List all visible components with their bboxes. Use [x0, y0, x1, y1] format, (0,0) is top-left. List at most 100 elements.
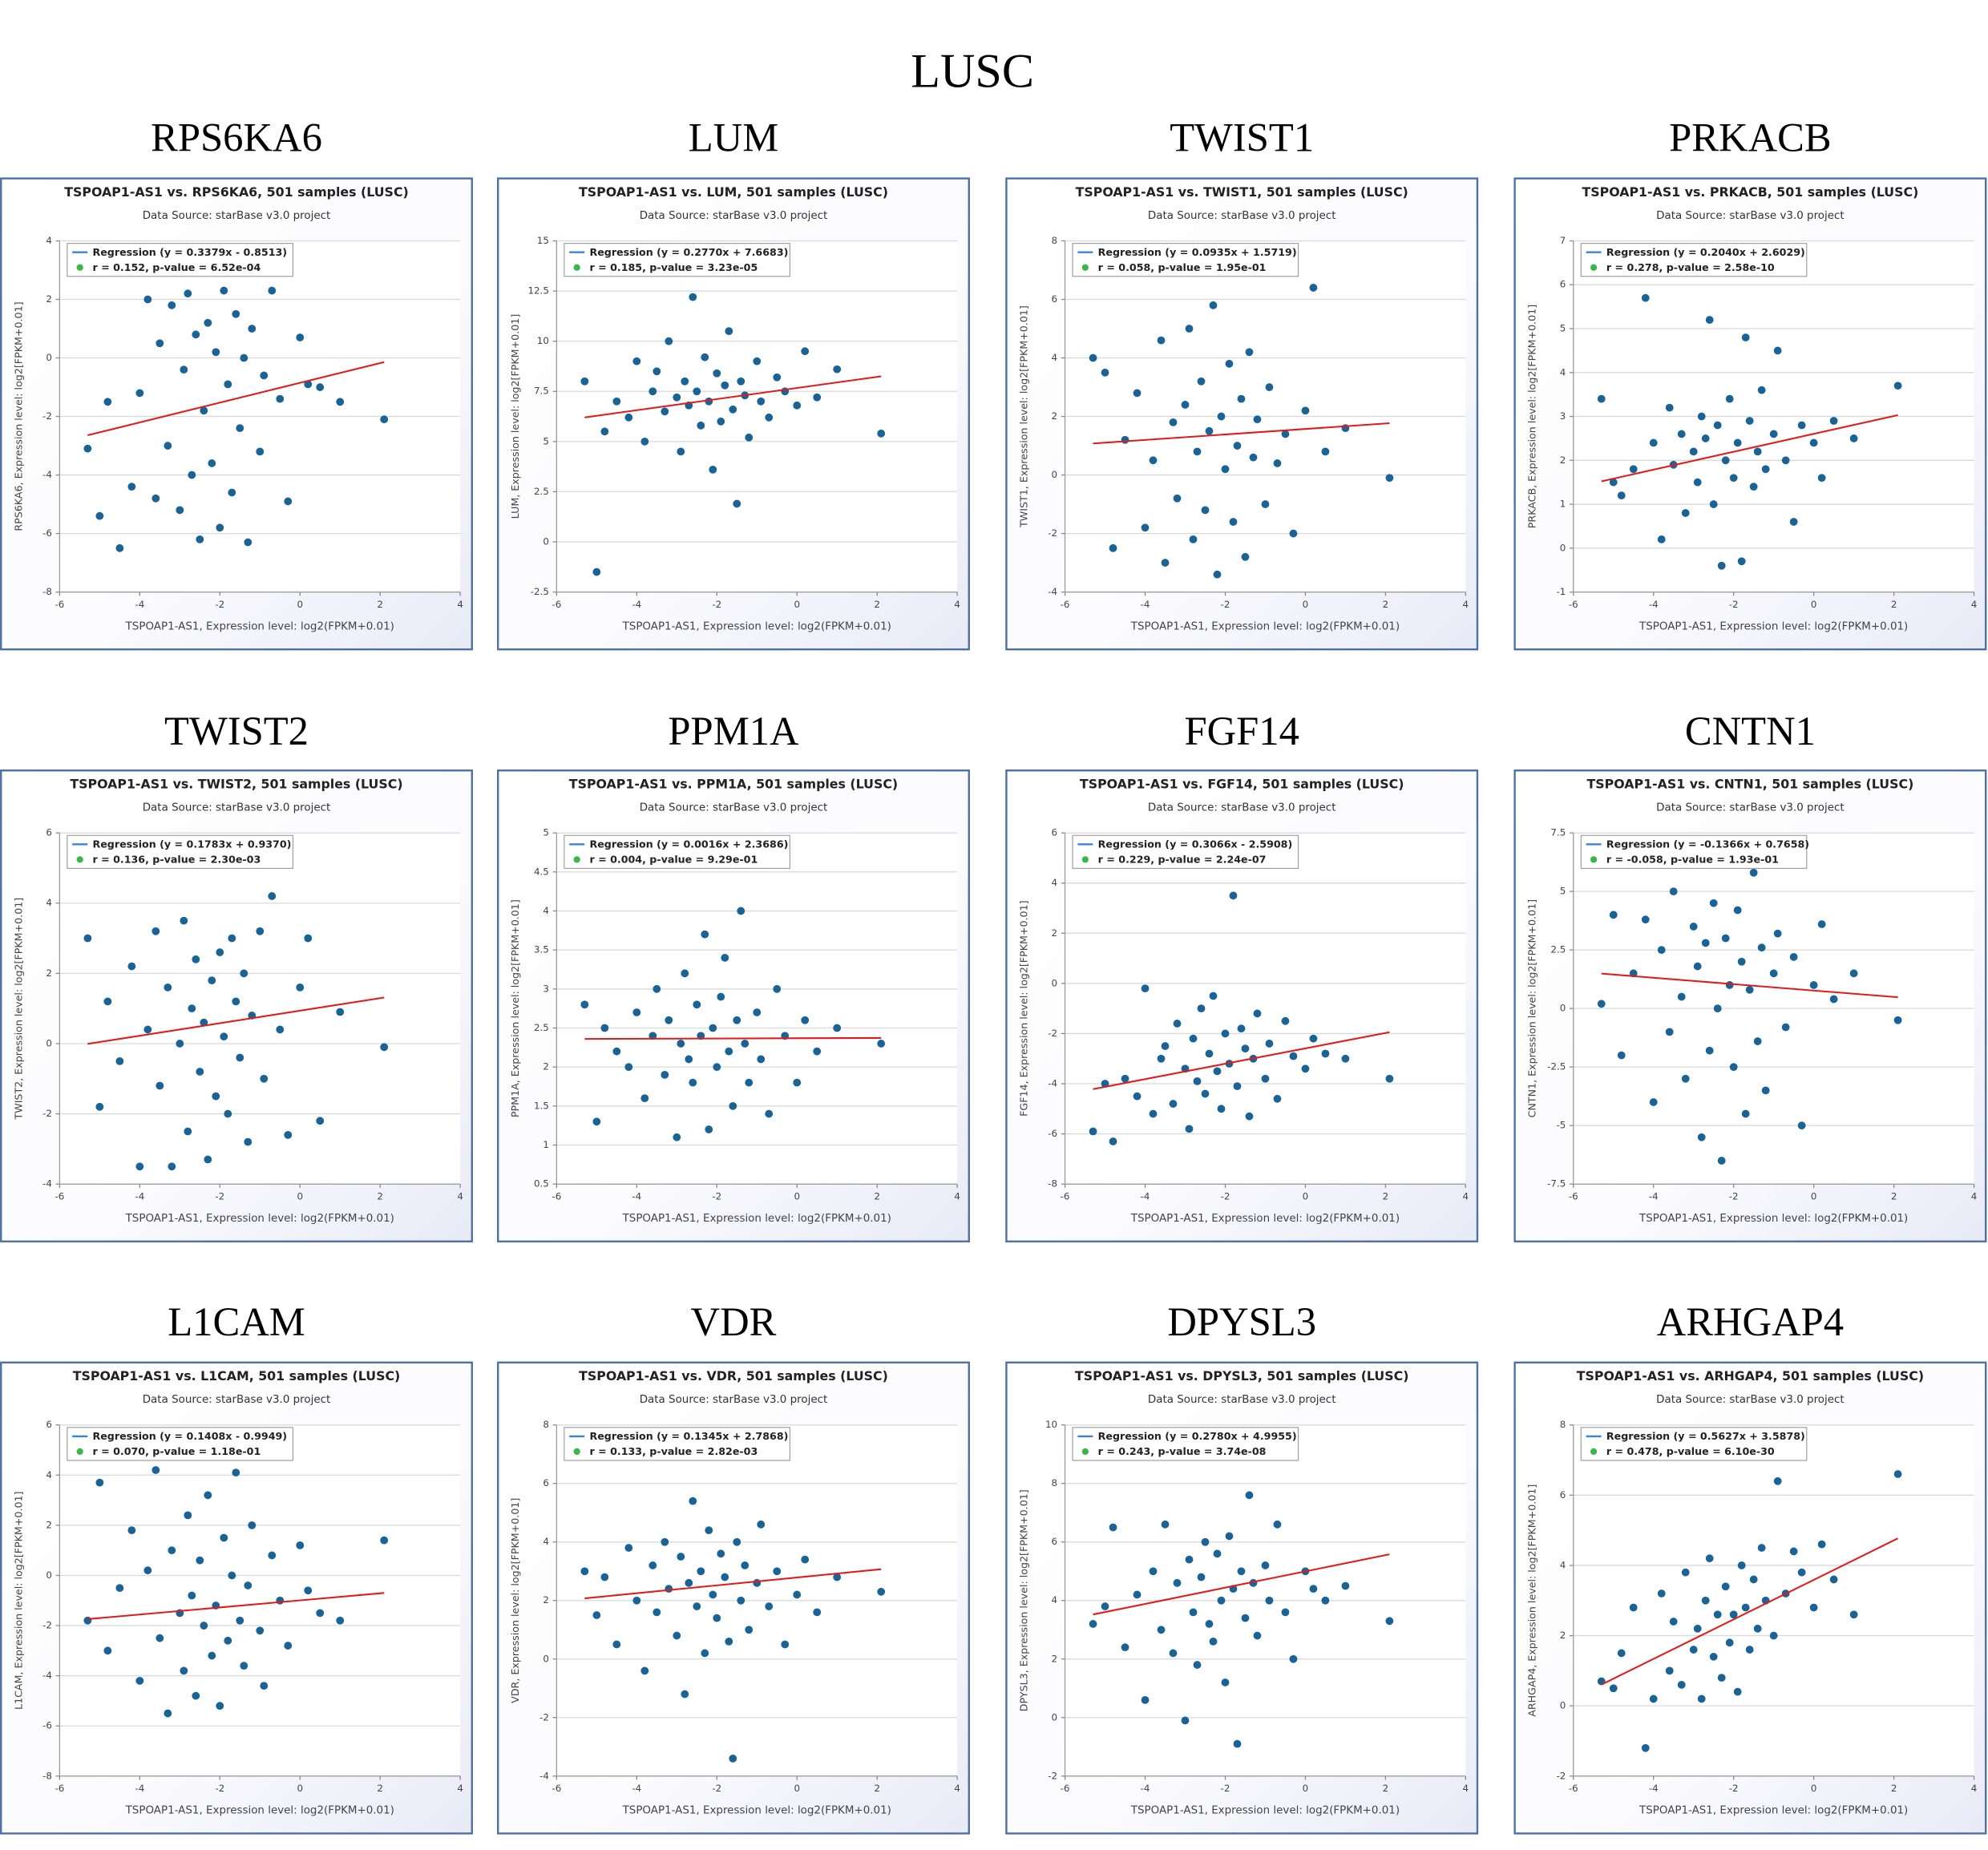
data-point — [600, 1024, 609, 1032]
data-point — [600, 427, 609, 436]
data-point — [156, 1081, 164, 1090]
x-tick-label: 4 — [954, 599, 960, 610]
legend-box — [1072, 834, 1299, 869]
data-point — [135, 1676, 144, 1685]
data-point — [1609, 911, 1618, 919]
legend-correlation-icon — [573, 1448, 580, 1456]
data-point — [793, 401, 802, 410]
chart-title: TSPOAP1-AS1 vs. TWIST2, 501 samples (LUS… — [70, 776, 402, 791]
x-axis-label: TSPOAP1-AS1, Expression level: log2(FPKM… — [1638, 1804, 1908, 1816]
y-tick-label: -2 — [42, 410, 52, 422]
y-tick-label: 2 — [1560, 454, 1566, 466]
x-tick-label: -4 — [632, 599, 641, 610]
data-point — [1681, 1074, 1690, 1083]
data-point — [632, 357, 641, 366]
data-point — [697, 421, 705, 430]
x-tick-label: 4 — [1971, 1783, 1978, 1794]
data-point — [1797, 1568, 1806, 1577]
x-tick-label: 0 — [794, 599, 800, 610]
y-tick-label: 0 — [46, 352, 52, 363]
data-point — [1713, 1004, 1722, 1013]
legend-regression: Regression (y = 0.5627x + 3.5878) — [1606, 1430, 1805, 1442]
data-point — [164, 1709, 172, 1718]
data-point — [753, 1008, 762, 1016]
y-axis-label: RPS6KA6, Expression level: log2[FPKM+0.0… — [12, 301, 24, 531]
y-tick-label: 2 — [543, 1061, 549, 1072]
chart-panel: TSPOAP1-AS1 vs. RPS6KA6, 501 samples (LU… — [0, 177, 473, 651]
y-tick-label: 0 — [1560, 1700, 1566, 1711]
data-point — [693, 1602, 701, 1610]
x-tick-label: 0 — [1303, 1783, 1309, 1794]
data-point — [268, 892, 277, 900]
data-point — [1189, 535, 1198, 543]
data-point — [1241, 1044, 1250, 1053]
x-axis-label: TSPOAP1-AS1, Expression level: log2(FPKM… — [125, 620, 394, 632]
data-point — [677, 447, 685, 456]
data-point — [103, 997, 112, 1006]
data-point — [745, 1078, 754, 1087]
data-point — [316, 1117, 325, 1125]
data-point — [1893, 1470, 1902, 1478]
data-point — [240, 1662, 248, 1670]
data-point — [336, 1616, 345, 1625]
x-axis-label: TSPOAP1-AS1, Expression level: log2(FPKM… — [1130, 620, 1400, 632]
data-point — [580, 1000, 589, 1009]
data-point — [665, 1016, 673, 1024]
data-point — [1849, 969, 1858, 978]
legend-correlation: r = 0.070, p-value = 1.18e-01 — [92, 1445, 261, 1457]
data-point — [773, 984, 782, 993]
regression-line — [1093, 1031, 1390, 1090]
data-point — [1101, 1602, 1109, 1610]
x-axis-label: TSPOAP1-AS1, Expression level: log2(FPKM… — [1130, 1804, 1400, 1816]
data-point — [1321, 1049, 1330, 1058]
y-axis-label: LUM, Expression level: log2[FPKM+0.01] — [509, 314, 521, 519]
chart-panel: TSPOAP1-AS1 vs. TWIST1, 501 samples (LUS… — [1005, 177, 1479, 651]
data-point — [592, 568, 601, 576]
x-tick-label: -6 — [1061, 1191, 1070, 1202]
data-point — [1737, 957, 1746, 966]
x-tick-label: -6 — [55, 1191, 64, 1202]
data-point — [1245, 348, 1254, 357]
data-point — [1797, 1121, 1806, 1130]
data-point — [1213, 1549, 1222, 1558]
legend-regression: Regression (y = 0.1345x + 2.7868) — [589, 1430, 788, 1442]
y-tick-label: -2 — [1048, 1028, 1057, 1039]
y-axis-label: L1CAM, Expression level: log2[FPKM+0.01] — [12, 1492, 24, 1710]
chart-subtitle: Data Source: starBase v3.0 project — [1148, 1394, 1336, 1406]
legend: Regression (y = 0.2780x + 4.9955) r = 0.2… — [1072, 1427, 1299, 1461]
data-point — [1249, 453, 1258, 462]
legend-correlation: r = 0.229, p-value = 2.24e-07 — [1098, 854, 1267, 866]
x-tick-label: -6 — [1569, 1783, 1578, 1794]
x-tick-label: -6 — [1061, 599, 1070, 610]
data-point — [216, 523, 224, 532]
regression-line — [584, 1568, 882, 1600]
chart-title: TSPOAP1-AS1 vs. LUM, 501 samples (LUSC) — [579, 184, 888, 200]
data-point — [240, 969, 248, 978]
data-point — [1157, 1626, 1166, 1634]
data-point — [640, 1666, 649, 1675]
x-tick-label: -2 — [1221, 1191, 1230, 1202]
data-point — [801, 347, 810, 356]
x-tick-label: -6 — [55, 1783, 64, 1794]
data-point — [1273, 1520, 1282, 1529]
regression-line — [87, 361, 385, 436]
chart-subtitle: Data Source: starBase v3.0 project — [640, 802, 828, 814]
data-point — [1185, 1555, 1194, 1564]
data-point — [1729, 1610, 1738, 1619]
data-point — [1289, 1052, 1298, 1060]
data-point — [877, 429, 886, 438]
legend-correlation-icon — [1081, 1448, 1089, 1456]
data-point — [1237, 394, 1246, 403]
data-point — [1757, 943, 1766, 952]
data-point — [1781, 456, 1790, 465]
x-tick-label: -2 — [215, 1191, 224, 1202]
data-point — [725, 327, 733, 336]
data-point — [713, 369, 721, 378]
data-point — [753, 1578, 762, 1587]
x-tick-label: 4 — [457, 599, 463, 610]
chart-panel: TSPOAP1-AS1 vs. VDR, 501 samples (LUSC) D… — [497, 1361, 970, 1835]
data-point — [1273, 1094, 1282, 1103]
data-point — [1693, 478, 1702, 487]
x-tick-label: -4 — [135, 599, 144, 610]
data-point — [1677, 1680, 1686, 1689]
